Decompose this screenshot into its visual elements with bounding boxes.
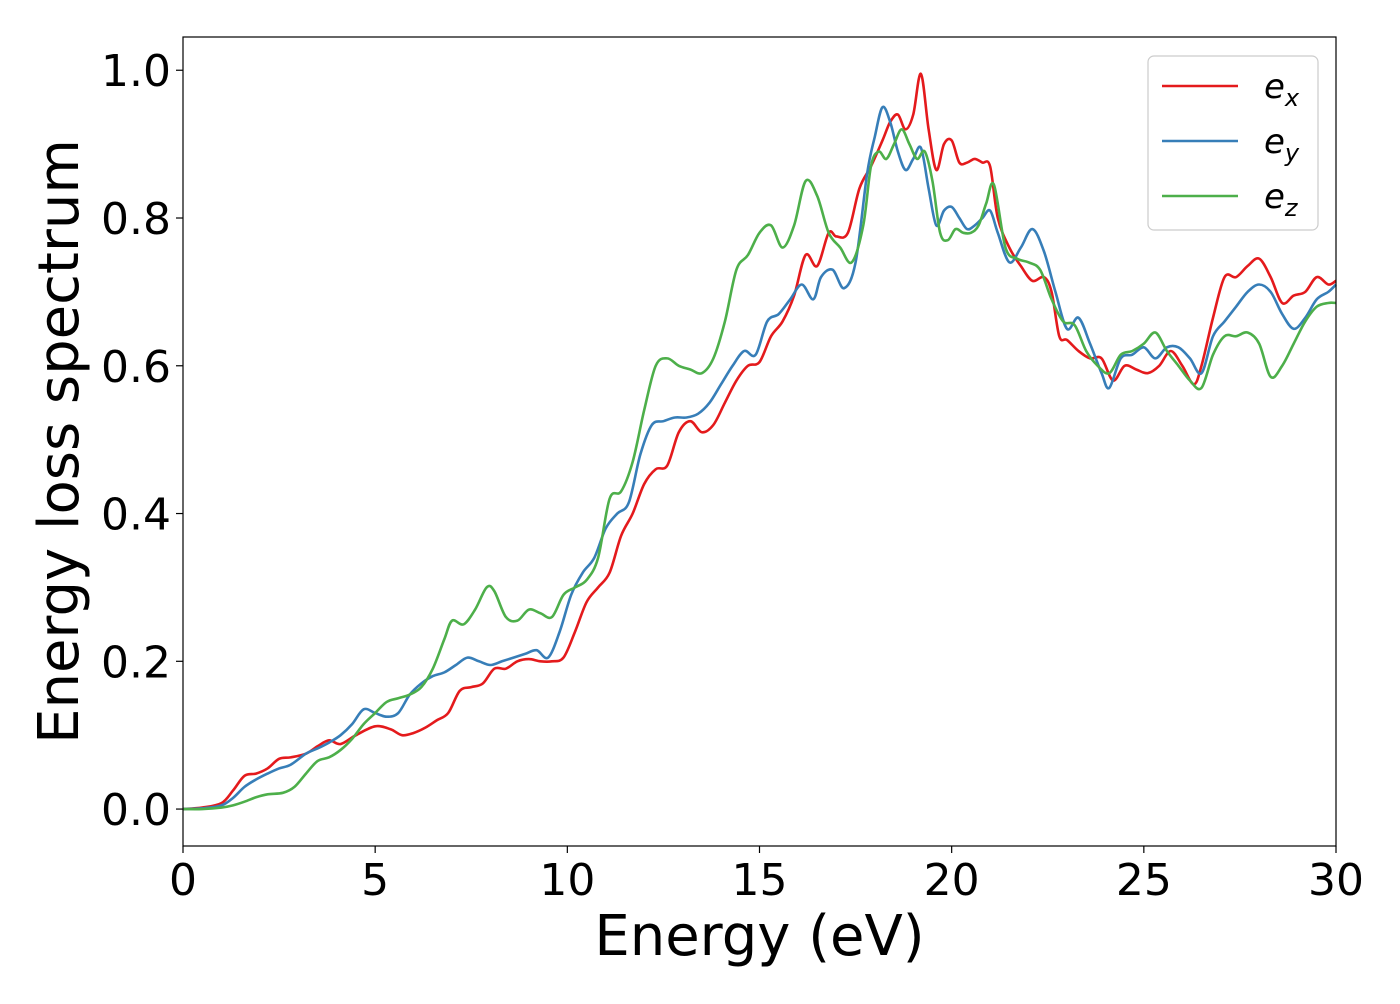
legend-box [1147,55,1319,231]
y-tick-label: 0.4 [101,490,171,541]
series-line-z [182,128,1337,811]
x-tick-label: 0 [169,855,197,906]
x-tick-label: 5 [361,855,389,906]
legend-label-z: ez [1264,177,1299,222]
y-tick-label: 1.0 [101,46,171,97]
y-tick-label: 0.2 [101,637,171,688]
x-tick-label: 25 [1116,855,1172,906]
x-tick-label: 10 [539,855,595,906]
series-line-x [182,72,1337,811]
y-tick-label: 0.8 [101,194,171,245]
y-tick-label: 0.0 [101,785,171,836]
x-tick-label: 30 [1308,855,1364,906]
y-axis-label: Energy loss spectrum [27,139,92,744]
legend-label-y: ey [1264,122,1300,167]
x-tick-label: 20 [924,855,980,906]
legend: ex ey ez [1147,55,1319,231]
x-tick-label: 15 [732,855,788,906]
y-tick-label: 0.6 [101,342,171,393]
series-line-y [182,105,1337,811]
x-axis-label: Energy (eV) [594,904,924,969]
legend-label-x: ex [1264,67,1300,112]
